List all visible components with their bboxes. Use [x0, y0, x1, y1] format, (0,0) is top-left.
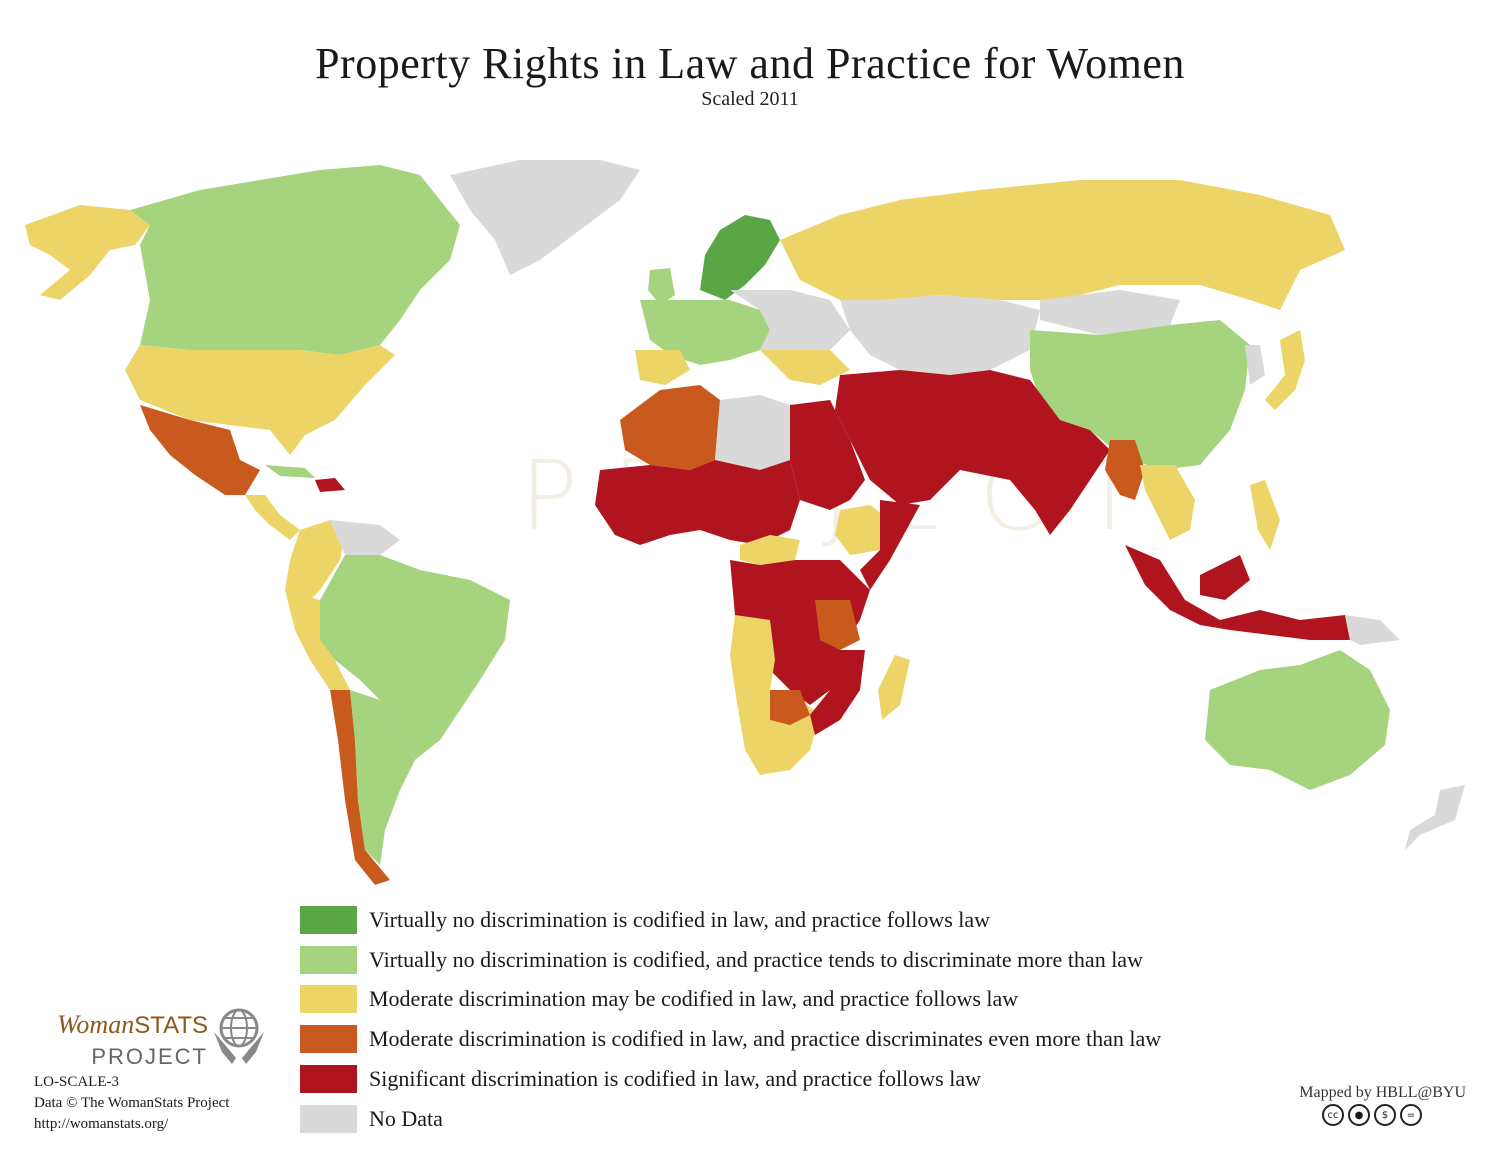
- mapped-by-credit: Mapped by HBLL@BYU: [1299, 1084, 1466, 1101]
- region-canada: [130, 165, 460, 355]
- region-mongolia: [1040, 290, 1180, 335]
- legend-label: Virtually no discrimination is codified …: [369, 906, 991, 932]
- legend-row: Virtually no discrimination is codified,…: [300, 940, 1161, 980]
- legend-label: Significant discrimination is codified i…: [369, 1066, 981, 1092]
- region-angola: [730, 615, 775, 690]
- region-brazil: [320, 555, 510, 760]
- legend-swatch: [300, 1025, 357, 1054]
- map-metadata: LO-SCALE-3 Data © The WomanStats Project…: [34, 1072, 229, 1135]
- region-alaska: [25, 205, 150, 300]
- region-russia: [780, 180, 1345, 310]
- region-cuba: [265, 465, 315, 478]
- region-middle-east-south-asia: [835, 370, 1110, 535]
- region-north-africa-east: [715, 395, 800, 470]
- map-code: LO-SCALE-3: [34, 1074, 119, 1090]
- legend-swatch: [300, 1104, 357, 1133]
- region-balkans: [760, 350, 850, 385]
- region-central-america: [245, 495, 300, 540]
- region-haiti: [315, 478, 345, 492]
- legend-swatch: [300, 905, 357, 934]
- region-usa: [125, 345, 395, 455]
- nd-icon: =: [1400, 1104, 1422, 1126]
- world-map: [25, 160, 1465, 885]
- region-mexico: [140, 405, 260, 495]
- region-venezuela-colombia: [285, 520, 345, 610]
- logo-stats-text: STATS: [134, 1012, 208, 1039]
- region-china: [1030, 320, 1250, 470]
- region-myanmar: [1105, 440, 1145, 500]
- legend-row: Significant discrimination is codified i…: [300, 1059, 1161, 1099]
- legend-swatch: [300, 1065, 357, 1094]
- region-tanzania: [815, 600, 860, 650]
- data-credit: Data © The WomanStats Project: [34, 1095, 230, 1111]
- license-icons: cc ● $ =: [1322, 1104, 1422, 1126]
- region-central-asia: [840, 295, 1040, 375]
- region-mozambique: [810, 650, 865, 735]
- region-greenland: [450, 160, 640, 275]
- legend-row: Moderate discrimination is codified in l…: [300, 1019, 1161, 1059]
- region-australia: [1205, 650, 1390, 790]
- region-scandinavia: [700, 215, 780, 300]
- legend-label: Moderate discrimination may be codified …: [369, 986, 1019, 1012]
- region-japan: [1265, 330, 1305, 410]
- region-car: [740, 535, 800, 565]
- region-se-asia: [1140, 465, 1195, 540]
- region-horn-ethiopia: [835, 505, 890, 555]
- region-madagascar: [878, 655, 910, 720]
- logo-wordmark: WomanSTATS PROJECT: [38, 1010, 208, 1070]
- region-eastern-europe: [730, 290, 850, 355]
- source-url[interactable]: http://womanstats.org/: [34, 1116, 169, 1132]
- legend: Virtually no discrimination is codified …: [300, 900, 1161, 1139]
- logo-woman-text: Woman: [57, 1010, 135, 1039]
- map-title: Property Rights in Law and Practice for …: [315, 39, 1185, 88]
- region-guianas: [330, 520, 400, 555]
- region-new-zealand: [1405, 785, 1465, 850]
- region-png: [1345, 615, 1400, 645]
- region-peru-bolivia: [285, 590, 350, 690]
- nc-icon: $: [1374, 1104, 1396, 1126]
- map-subtitle: Scaled 2011: [701, 88, 799, 110]
- region-indonesia: [1125, 545, 1350, 640]
- region-western-europe: [640, 300, 770, 365]
- legend-label: Virtually no discrimination is codified,…: [369, 946, 1143, 972]
- by-icon: ●: [1348, 1104, 1370, 1126]
- region-argentina: [350, 690, 415, 865]
- legend-row: Moderate discrimination may be codified …: [300, 980, 1161, 1020]
- legend-swatch: [300, 945, 357, 974]
- legend-label: Moderate discrimination is codified in l…: [369, 1026, 1162, 1052]
- logo-project-text: PROJECT: [91, 1044, 208, 1069]
- cc-icon: cc: [1322, 1104, 1344, 1126]
- region-somalia: [860, 500, 920, 590]
- region-egypt-sudan: [790, 400, 865, 510]
- legend-label: No Data: [369, 1105, 443, 1131]
- region-west-central-africa: [595, 460, 800, 545]
- region-korea: [1245, 345, 1265, 385]
- region-iberia: [635, 350, 690, 385]
- legend-row: No Data: [300, 1099, 1161, 1139]
- region-philippines: [1250, 480, 1280, 550]
- region-botswana: [770, 690, 810, 725]
- region-north-africa-west: [620, 385, 720, 470]
- region-chile: [330, 690, 390, 885]
- region-uk: [648, 268, 675, 305]
- globe-hands-icon: [214, 1008, 264, 1064]
- legend-swatch: [300, 985, 357, 1014]
- legend-row: Virtually no discrimination is codified …: [300, 900, 1161, 940]
